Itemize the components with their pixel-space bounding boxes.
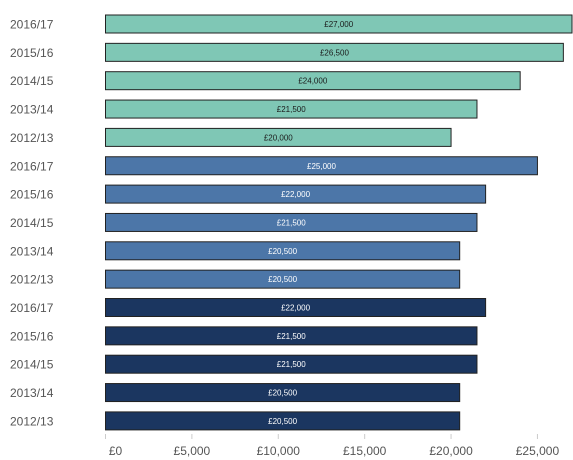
data-label: £20,500 [268,417,297,426]
bar-1-2015-16 [105,42,564,62]
data-label: £20,500 [268,275,297,284]
category-label: 2016/17 [10,159,54,173]
category-label: 2015/16 [10,188,54,202]
bar-1-2014-15 [105,71,521,91]
x-tick-label: £25,000 [516,444,560,458]
data-label: £21,500 [277,360,306,369]
bar-2-2016-17 [105,156,538,176]
bar-3-2012-13 [105,411,461,431]
data-label: £20,500 [268,389,297,398]
bar-3-2013-14 [105,383,461,403]
data-label: £26,500 [320,48,349,57]
category-label: 2016/17 [10,18,54,32]
bar-1-2012-13 [105,127,452,147]
bars-layer: £27,000 £26,500 £24,000 £21,500 £20,000 £25,0… [105,14,573,431]
category-label: 2013/14 [10,386,54,400]
x-tick-label: £20,000 [429,444,473,458]
category-label: 2013/14 [10,244,54,258]
category-label: 2012/13 [10,131,54,145]
bar-1-2016-17 [105,14,573,34]
x-axis-ticks: £0 £5,000 £10,000 £15,000 £20,000 £25,000 [105,434,560,458]
data-label: £22,000 [281,304,310,313]
data-label: £20,000 [264,133,293,142]
category-label: 2015/16 [10,329,54,343]
category-labels: 2016/17 2015/16 2014/15 2013/14 2012/13 2016/… [10,18,54,429]
data-label: £27,000 [324,20,353,29]
category-label: 2013/14 [10,103,54,117]
data-label: £21,500 [277,332,306,341]
x-tick-label: £15,000 [343,444,387,458]
data-label: £21,500 [277,218,306,227]
data-label: £22,000 [281,190,310,199]
bar-3-2014-15 [105,354,478,374]
category-label: 2016/17 [10,301,54,315]
category-label: 2014/15 [10,216,54,230]
bar-2-2012-13 [105,269,461,289]
x-tick-label: £5,000 [174,444,211,458]
bar-2-2014-15 [105,212,478,232]
category-label: 2012/13 [10,273,54,287]
category-label: 2012/13 [10,414,54,428]
data-label: £24,000 [298,77,327,86]
bar-2-2013-14 [105,241,461,261]
category-label: 2015/16 [10,46,54,60]
data-label: £25,000 [307,162,336,171]
bar-3-2016-17 [105,298,487,317]
x-tick-label: £0 [109,444,123,458]
category-label: 2014/15 [10,358,54,372]
bar-1-2013-14 [105,99,478,119]
bar-2-2015-16 [105,184,487,204]
data-label: £21,500 [277,105,306,114]
x-tick-label: £10,000 [257,444,301,458]
data-label: £20,500 [268,247,297,256]
bar-3-2015-16 [105,326,478,346]
category-label: 2014/15 [10,74,54,88]
